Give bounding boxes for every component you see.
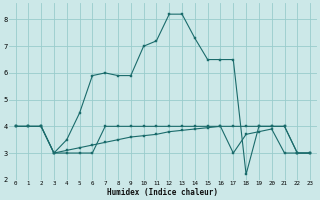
X-axis label: Humidex (Indice chaleur): Humidex (Indice chaleur) [107, 188, 218, 197]
